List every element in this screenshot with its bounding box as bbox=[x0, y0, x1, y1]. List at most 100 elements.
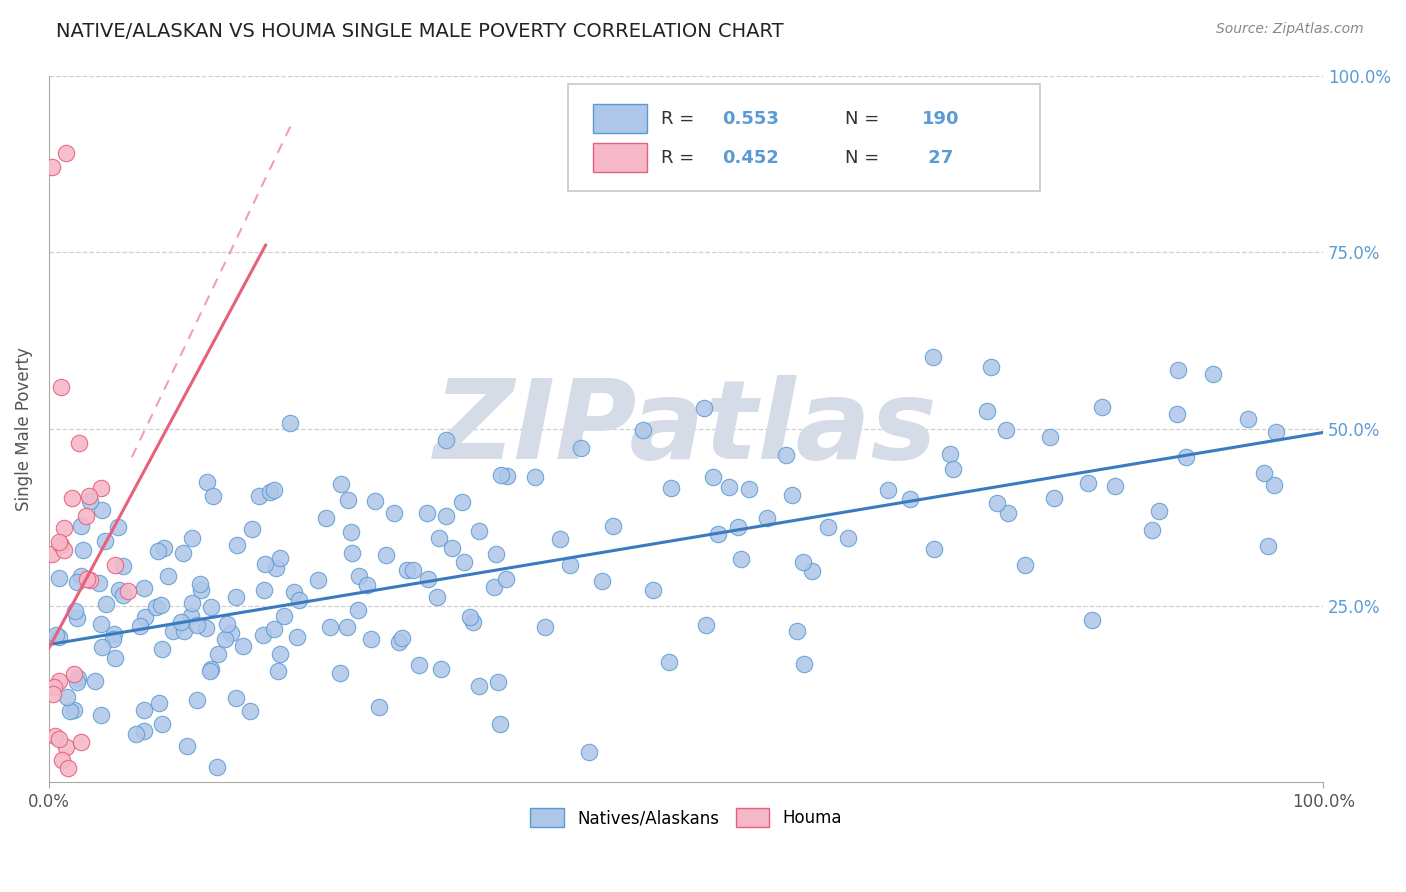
Point bbox=[195, 475, 218, 489]
Point bbox=[283, 585, 305, 599]
Point bbox=[150, 717, 173, 731]
Point bbox=[347, 602, 370, 616]
Point bbox=[198, 665, 221, 679]
Point bbox=[997, 507, 1019, 521]
Point bbox=[922, 350, 945, 364]
Point bbox=[396, 563, 419, 577]
Point bbox=[440, 541, 463, 556]
Point bbox=[48, 535, 70, 549]
Point bbox=[1257, 540, 1279, 554]
Point bbox=[786, 624, 808, 639]
Point bbox=[134, 610, 156, 624]
Point bbox=[94, 533, 117, 548]
Text: R =: R = bbox=[661, 110, 700, 128]
Point bbox=[307, 573, 329, 587]
Point bbox=[112, 559, 135, 574]
FancyBboxPatch shape bbox=[568, 84, 1040, 191]
FancyBboxPatch shape bbox=[593, 103, 647, 134]
Point bbox=[48, 673, 70, 688]
Text: 0.452: 0.452 bbox=[721, 149, 779, 167]
Point bbox=[416, 506, 439, 520]
Point bbox=[266, 664, 288, 678]
Point bbox=[461, 615, 484, 630]
Point bbox=[87, 576, 110, 591]
Point bbox=[56, 690, 79, 705]
Point bbox=[986, 496, 1008, 510]
Point bbox=[1142, 523, 1164, 537]
Point bbox=[70, 519, 93, 533]
Point bbox=[458, 610, 481, 624]
Point bbox=[486, 675, 509, 690]
Point bbox=[658, 655, 681, 669]
Point bbox=[285, 630, 308, 644]
Point bbox=[939, 447, 962, 461]
Point bbox=[94, 597, 117, 611]
Point bbox=[62, 703, 84, 717]
Point bbox=[76, 508, 98, 523]
Point bbox=[188, 576, 211, 591]
Point bbox=[1263, 477, 1285, 491]
Text: N =: N = bbox=[845, 149, 886, 167]
Point bbox=[91, 640, 114, 655]
Point bbox=[51, 379, 73, 393]
Point bbox=[1175, 450, 1198, 464]
Point bbox=[225, 691, 247, 706]
Point bbox=[76, 573, 98, 587]
Point bbox=[560, 558, 582, 573]
Point bbox=[382, 507, 405, 521]
Point bbox=[247, 489, 270, 503]
Point bbox=[150, 641, 173, 656]
Point bbox=[336, 493, 359, 508]
Point bbox=[264, 561, 287, 575]
Point bbox=[252, 628, 274, 642]
Point bbox=[1264, 425, 1286, 439]
Point bbox=[156, 569, 179, 583]
Point bbox=[186, 693, 208, 707]
Point bbox=[104, 651, 127, 665]
Text: ZIPatlas: ZIPatlas bbox=[434, 376, 938, 483]
Point bbox=[269, 647, 291, 661]
Point bbox=[202, 489, 225, 503]
Point bbox=[52, 521, 75, 535]
FancyBboxPatch shape bbox=[593, 143, 647, 172]
Point bbox=[53, 543, 76, 558]
Text: NATIVE/ALASKAN VS HOUMA SINGLE MALE POVERTY CORRELATION CHART: NATIVE/ALASKAN VS HOUMA SINGLE MALE POVE… bbox=[56, 22, 785, 41]
Point bbox=[695, 618, 717, 632]
Point bbox=[79, 494, 101, 508]
Point bbox=[253, 582, 276, 597]
Point bbox=[41, 548, 63, 562]
Point bbox=[288, 593, 311, 607]
Point bbox=[180, 609, 202, 624]
Point bbox=[90, 481, 112, 495]
Point bbox=[55, 739, 77, 754]
Point bbox=[162, 624, 184, 638]
Point bbox=[1014, 558, 1036, 573]
Point bbox=[207, 647, 229, 661]
Point bbox=[1039, 430, 1062, 444]
Point bbox=[450, 495, 472, 509]
Point bbox=[48, 732, 70, 747]
Point bbox=[170, 615, 193, 629]
Point bbox=[45, 628, 67, 642]
Point bbox=[77, 489, 100, 503]
Point bbox=[548, 533, 571, 547]
Point bbox=[426, 590, 449, 604]
Point bbox=[41, 161, 63, 175]
Point bbox=[181, 531, 204, 545]
Point bbox=[706, 526, 728, 541]
Point bbox=[132, 703, 155, 717]
Point bbox=[107, 520, 129, 534]
Point bbox=[69, 569, 91, 583]
Point bbox=[1202, 368, 1225, 382]
Point bbox=[263, 622, 285, 636]
Point bbox=[172, 546, 194, 560]
Point bbox=[103, 627, 125, 641]
Point bbox=[117, 583, 139, 598]
Point bbox=[200, 600, 222, 615]
Point bbox=[837, 532, 859, 546]
Point bbox=[153, 541, 176, 556]
Point bbox=[702, 470, 724, 484]
Y-axis label: Single Male Poverty: Single Male Poverty bbox=[15, 347, 32, 511]
Point bbox=[318, 620, 340, 634]
Point bbox=[132, 724, 155, 739]
